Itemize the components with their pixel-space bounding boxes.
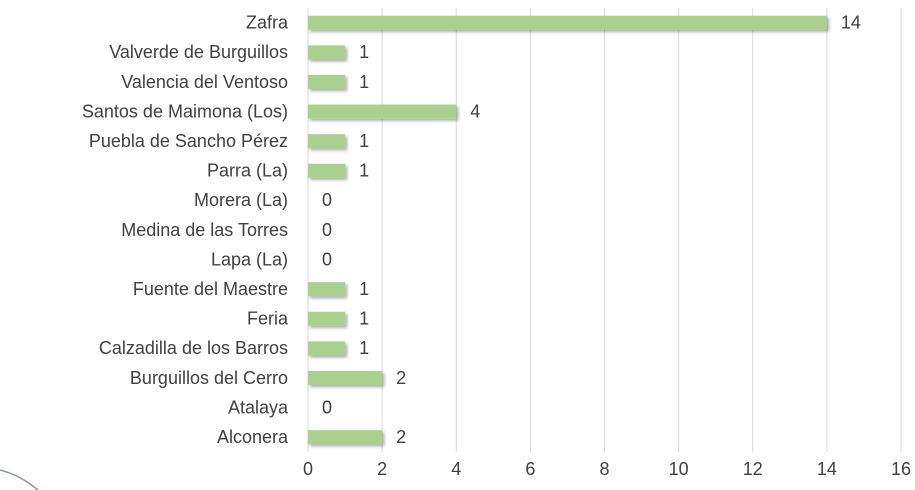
data-label: 1 xyxy=(359,309,369,329)
bar xyxy=(308,163,346,178)
x-tick-label: 16 xyxy=(891,459,911,479)
bar xyxy=(308,75,346,89)
data-label: 1 xyxy=(359,131,369,151)
y-tick-label: Lapa (La) xyxy=(211,249,288,269)
y-tick-label: Santos de Maimona (Los) xyxy=(82,101,288,121)
bar xyxy=(308,371,383,385)
data-label: 4 xyxy=(470,101,480,121)
y-tick-label: Alconera xyxy=(217,427,289,447)
y-tick-label: Burguillos del Cerro xyxy=(130,368,288,388)
x-tick-label: 8 xyxy=(599,459,609,479)
decoration xyxy=(0,469,39,490)
y-tick-label: Medina de las Torres xyxy=(121,220,288,240)
y-tick-label: Calzadilla de los Barros xyxy=(99,338,288,358)
y-tick-label: Feria xyxy=(247,309,289,329)
data-label: 1 xyxy=(359,42,369,62)
data-label: 1 xyxy=(359,161,369,181)
x-tick-label: 6 xyxy=(525,459,535,479)
data-label: 0 xyxy=(322,249,332,269)
data-label: 0 xyxy=(322,397,332,417)
y-tick-label: Puebla de Sancho Pérez xyxy=(89,131,288,151)
data-label: 2 xyxy=(396,368,406,388)
data-label: 14 xyxy=(841,13,861,33)
bar xyxy=(308,104,457,119)
bar xyxy=(308,45,346,60)
x-tick-label: 2 xyxy=(377,459,387,479)
data-label: 1 xyxy=(359,338,369,358)
data-label: 0 xyxy=(322,220,332,240)
y-tick-label: Fuente del Maestre xyxy=(133,279,288,299)
y-tick-label: Valverde de Burguillos xyxy=(109,42,288,62)
bar xyxy=(308,15,827,30)
data-label: 2 xyxy=(396,427,406,447)
bar xyxy=(308,134,346,149)
y-tick-label: Atalaya xyxy=(228,397,289,417)
data-label: 1 xyxy=(359,279,369,299)
x-tick-label: 14 xyxy=(817,459,837,479)
x-tick-label: 4 xyxy=(451,459,461,479)
bar xyxy=(308,430,383,445)
x-tick-label: 10 xyxy=(669,459,689,479)
y-tick-label: Parra (La) xyxy=(207,161,288,181)
x-tick-label: 0 xyxy=(303,459,313,479)
data-label: 1 xyxy=(359,72,369,92)
data-label: 0 xyxy=(322,190,332,210)
x-tick-label: 12 xyxy=(743,459,763,479)
y-tick-label: Morera (La) xyxy=(194,190,288,210)
bar xyxy=(308,311,346,326)
y-tick-label: Zafra xyxy=(246,13,289,33)
y-tick-label: Valencia del Ventoso xyxy=(121,72,288,92)
bar xyxy=(308,282,346,297)
bar xyxy=(308,341,346,356)
